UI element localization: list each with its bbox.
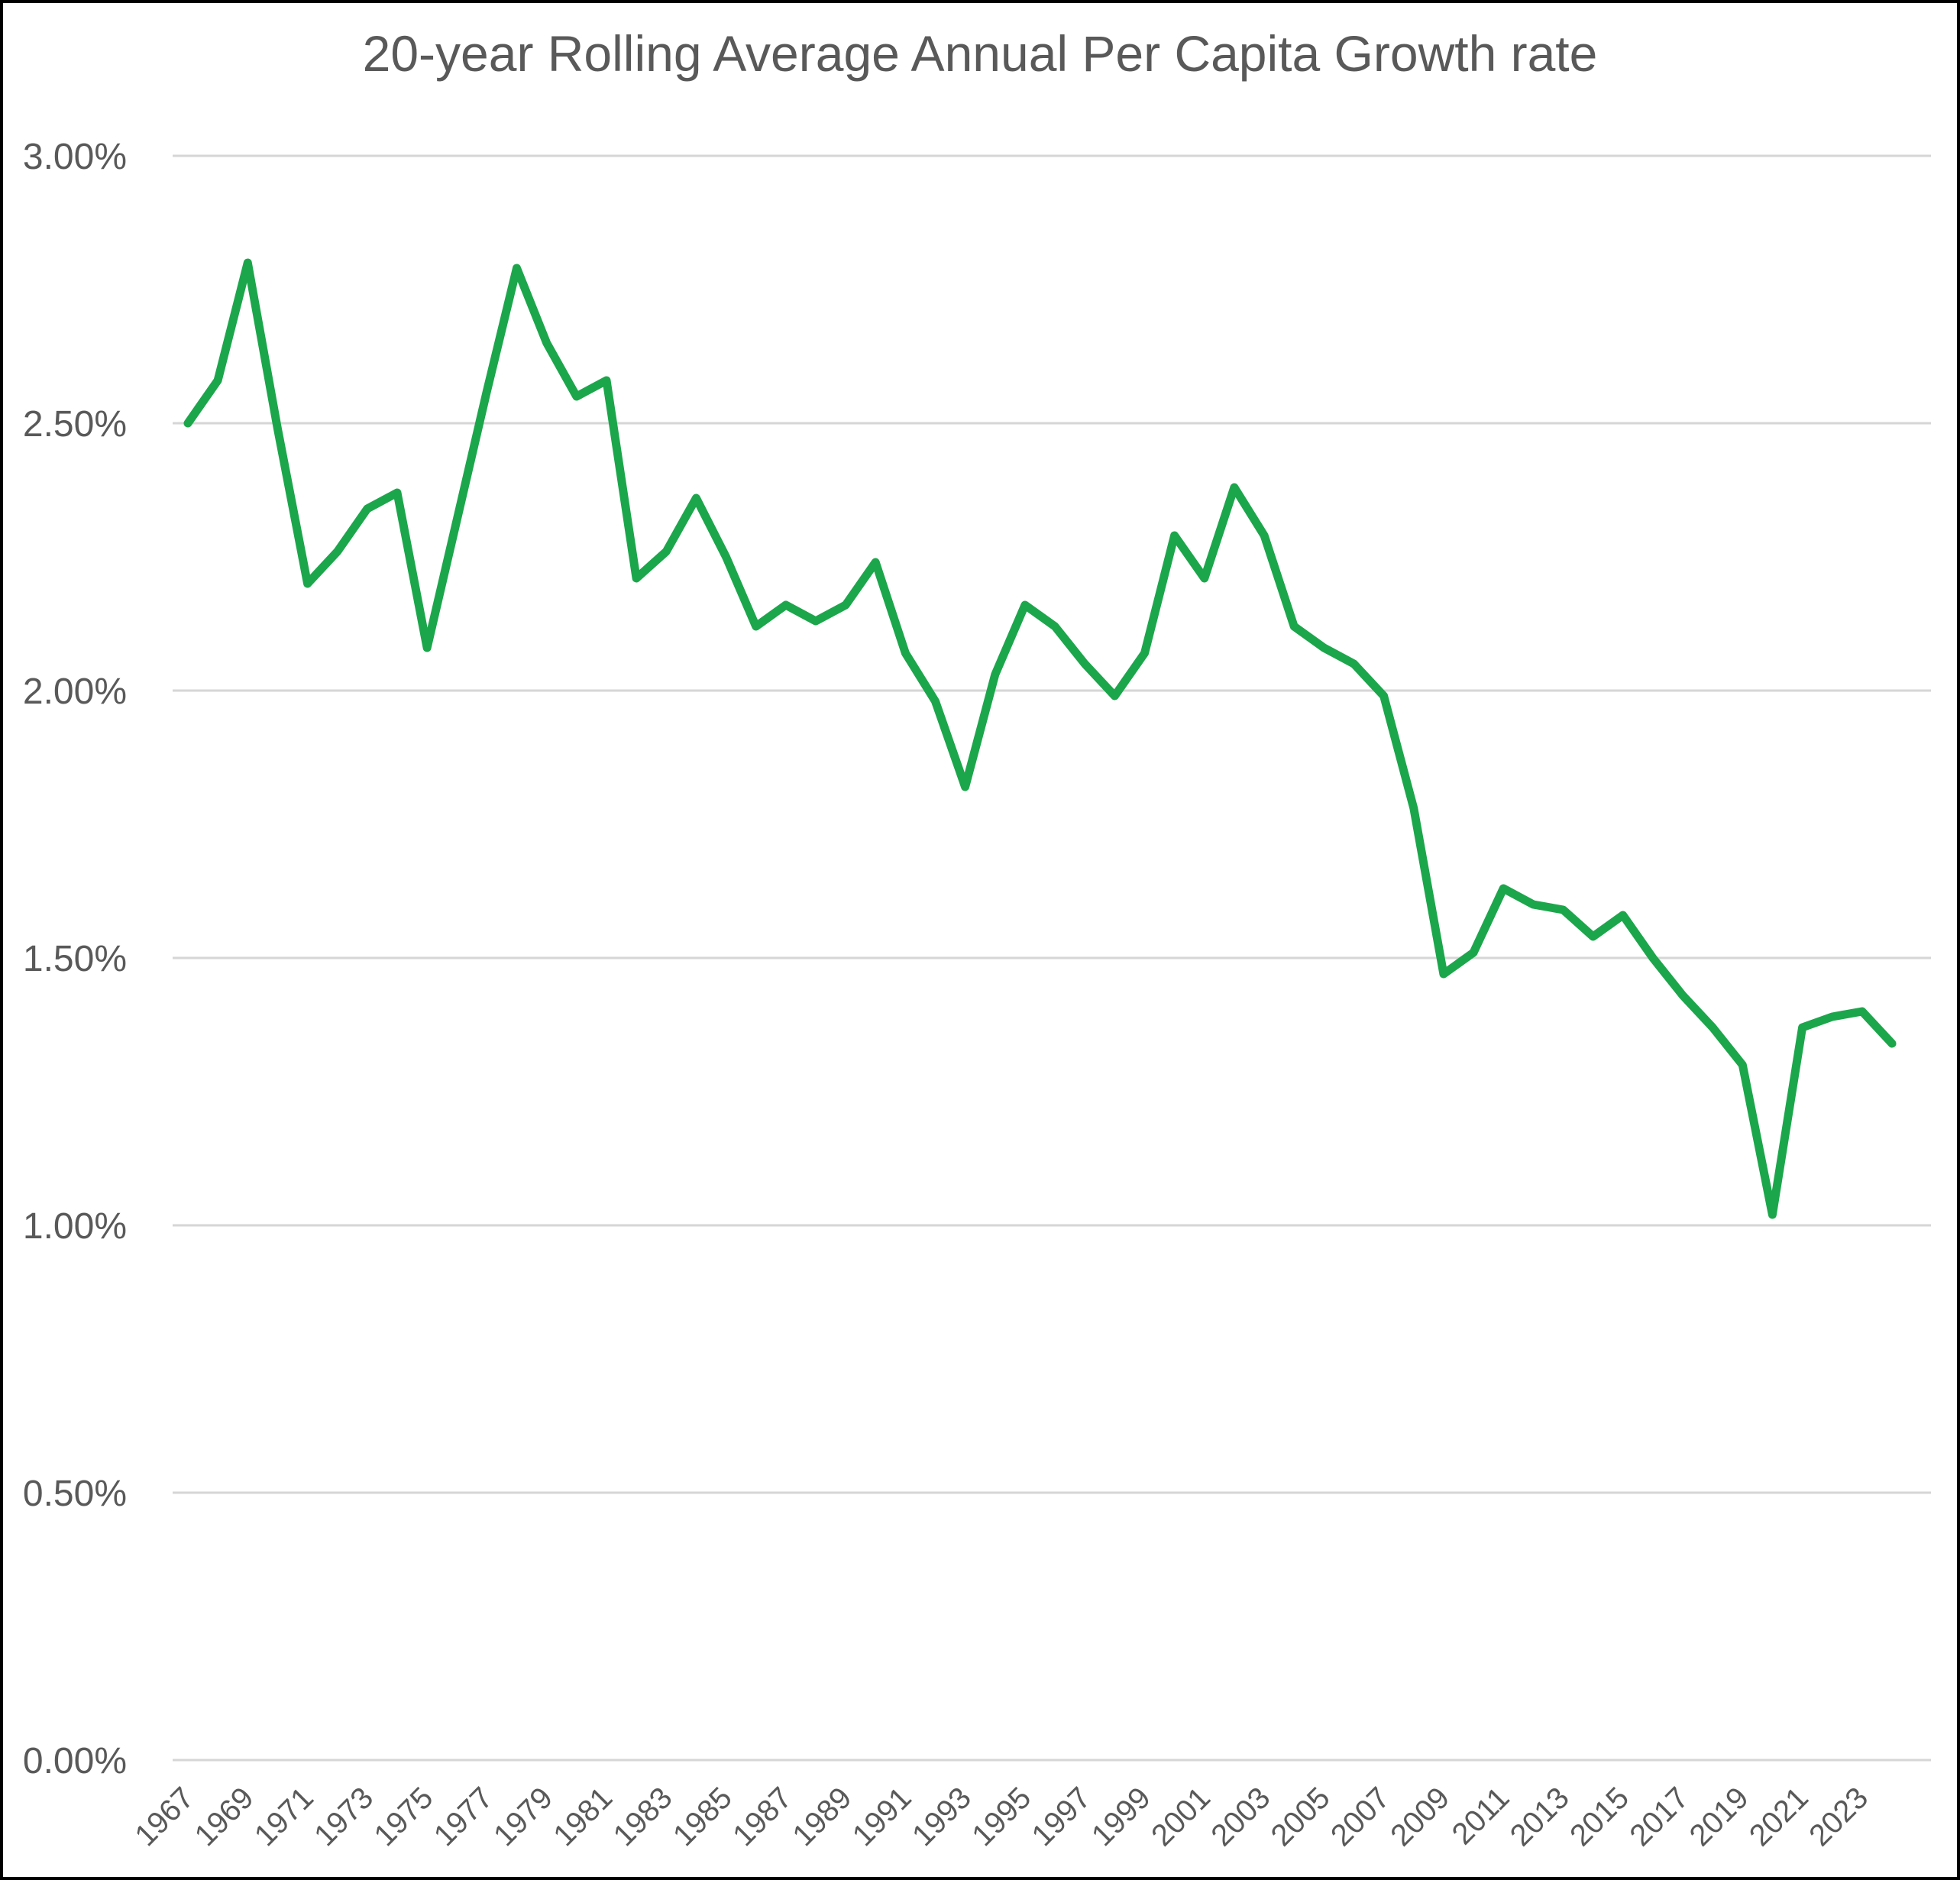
x-axis-tick-label: 2017	[1623, 1781, 1695, 1852]
x-axis-tick-label: 1989	[786, 1781, 858, 1852]
x-axis-tick-label: 2019	[1683, 1781, 1755, 1852]
x-axis-tick-label: 1981	[547, 1781, 619, 1852]
y-axis-tick-label: 0.50%	[23, 1474, 127, 1514]
x-axis-tick-label: 2003	[1205, 1781, 1276, 1852]
x-axis-tick-label: 2011	[1446, 1781, 1516, 1851]
x-axis-tick-label: 2023	[1803, 1781, 1874, 1852]
x-axis-tick-label: 2005	[1265, 1781, 1337, 1852]
x-axis-tick-label: 2021	[1743, 1781, 1815, 1852]
x-axis-tick-label: 1971	[248, 1781, 320, 1852]
x-axis-tick-label: 1985	[667, 1781, 739, 1852]
x-axis-tick-label: 1967	[128, 1781, 200, 1852]
y-axis-tick-label: 1.50%	[23, 939, 127, 979]
x-axis-tick-label: 1987	[726, 1781, 798, 1852]
y-axis-tick-label: 2.50%	[23, 404, 127, 445]
x-axis-tick-label: 1969	[189, 1781, 260, 1852]
y-axis-tick-label: 1.00%	[23, 1206, 127, 1247]
x-axis-tick-label: 1995	[965, 1781, 1037, 1852]
y-axis-tick-label: 2.00%	[23, 671, 127, 712]
x-axis-tick-label: 1979	[487, 1781, 559, 1852]
x-axis-tick-label: 1993	[906, 1781, 978, 1852]
x-axis-tick-label: 1997	[1026, 1781, 1098, 1852]
x-axis-tick-label: 2009	[1384, 1781, 1456, 1852]
x-axis-tick-label: 2013	[1504, 1781, 1576, 1852]
x-axis-tick-label: 1975	[367, 1781, 439, 1852]
x-axis-tick-label: 1977	[428, 1781, 500, 1852]
x-axis-tick-label: 1999	[1085, 1781, 1157, 1852]
growth-rate-line	[183, 258, 1897, 1219]
y-axis-tick-label: 3.00%	[23, 137, 127, 177]
x-axis-tick-label: 2001	[1145, 1781, 1217, 1852]
x-axis-tick-label: 1991	[846, 1781, 918, 1852]
growth-line-chart: 0.00%0.50%1.00%1.50%2.00%2.50%3.00%19671…	[23, 137, 1931, 1852]
x-axis-tick-label: 1973	[308, 1781, 380, 1852]
x-axis-tick-label: 1983	[607, 1781, 679, 1852]
x-axis-tick-label: 2015	[1564, 1781, 1635, 1852]
y-axis-tick-label: 0.00%	[23, 1741, 127, 1781]
chart-title: 20-year Rolling Average Annual Per Capit…	[362, 25, 1598, 82]
x-axis-tick-label: 2007	[1324, 1781, 1396, 1852]
